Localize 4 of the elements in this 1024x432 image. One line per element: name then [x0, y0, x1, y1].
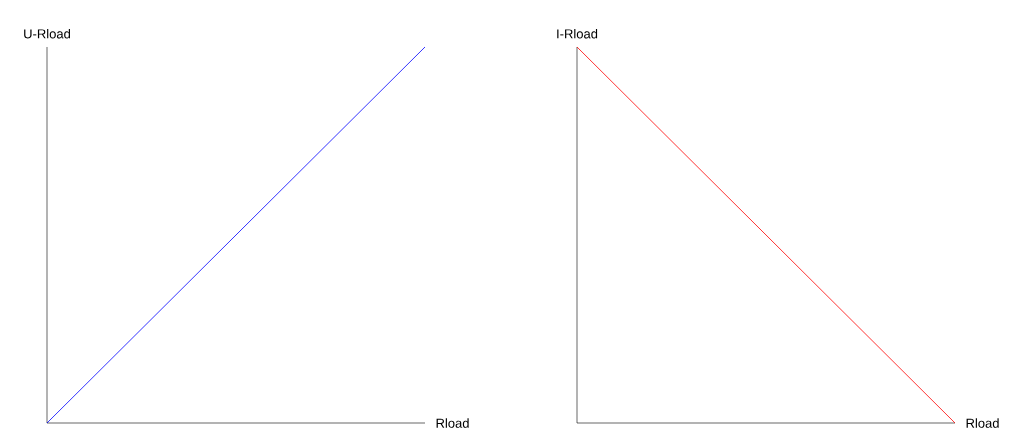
y-axis-title: I-Rload: [557, 28, 598, 39]
x-axis-title: Rload: [966, 418, 999, 428]
y-axis-title: U-Rload: [24, 28, 70, 39]
x-axis-title: Rload: [436, 418, 469, 428]
